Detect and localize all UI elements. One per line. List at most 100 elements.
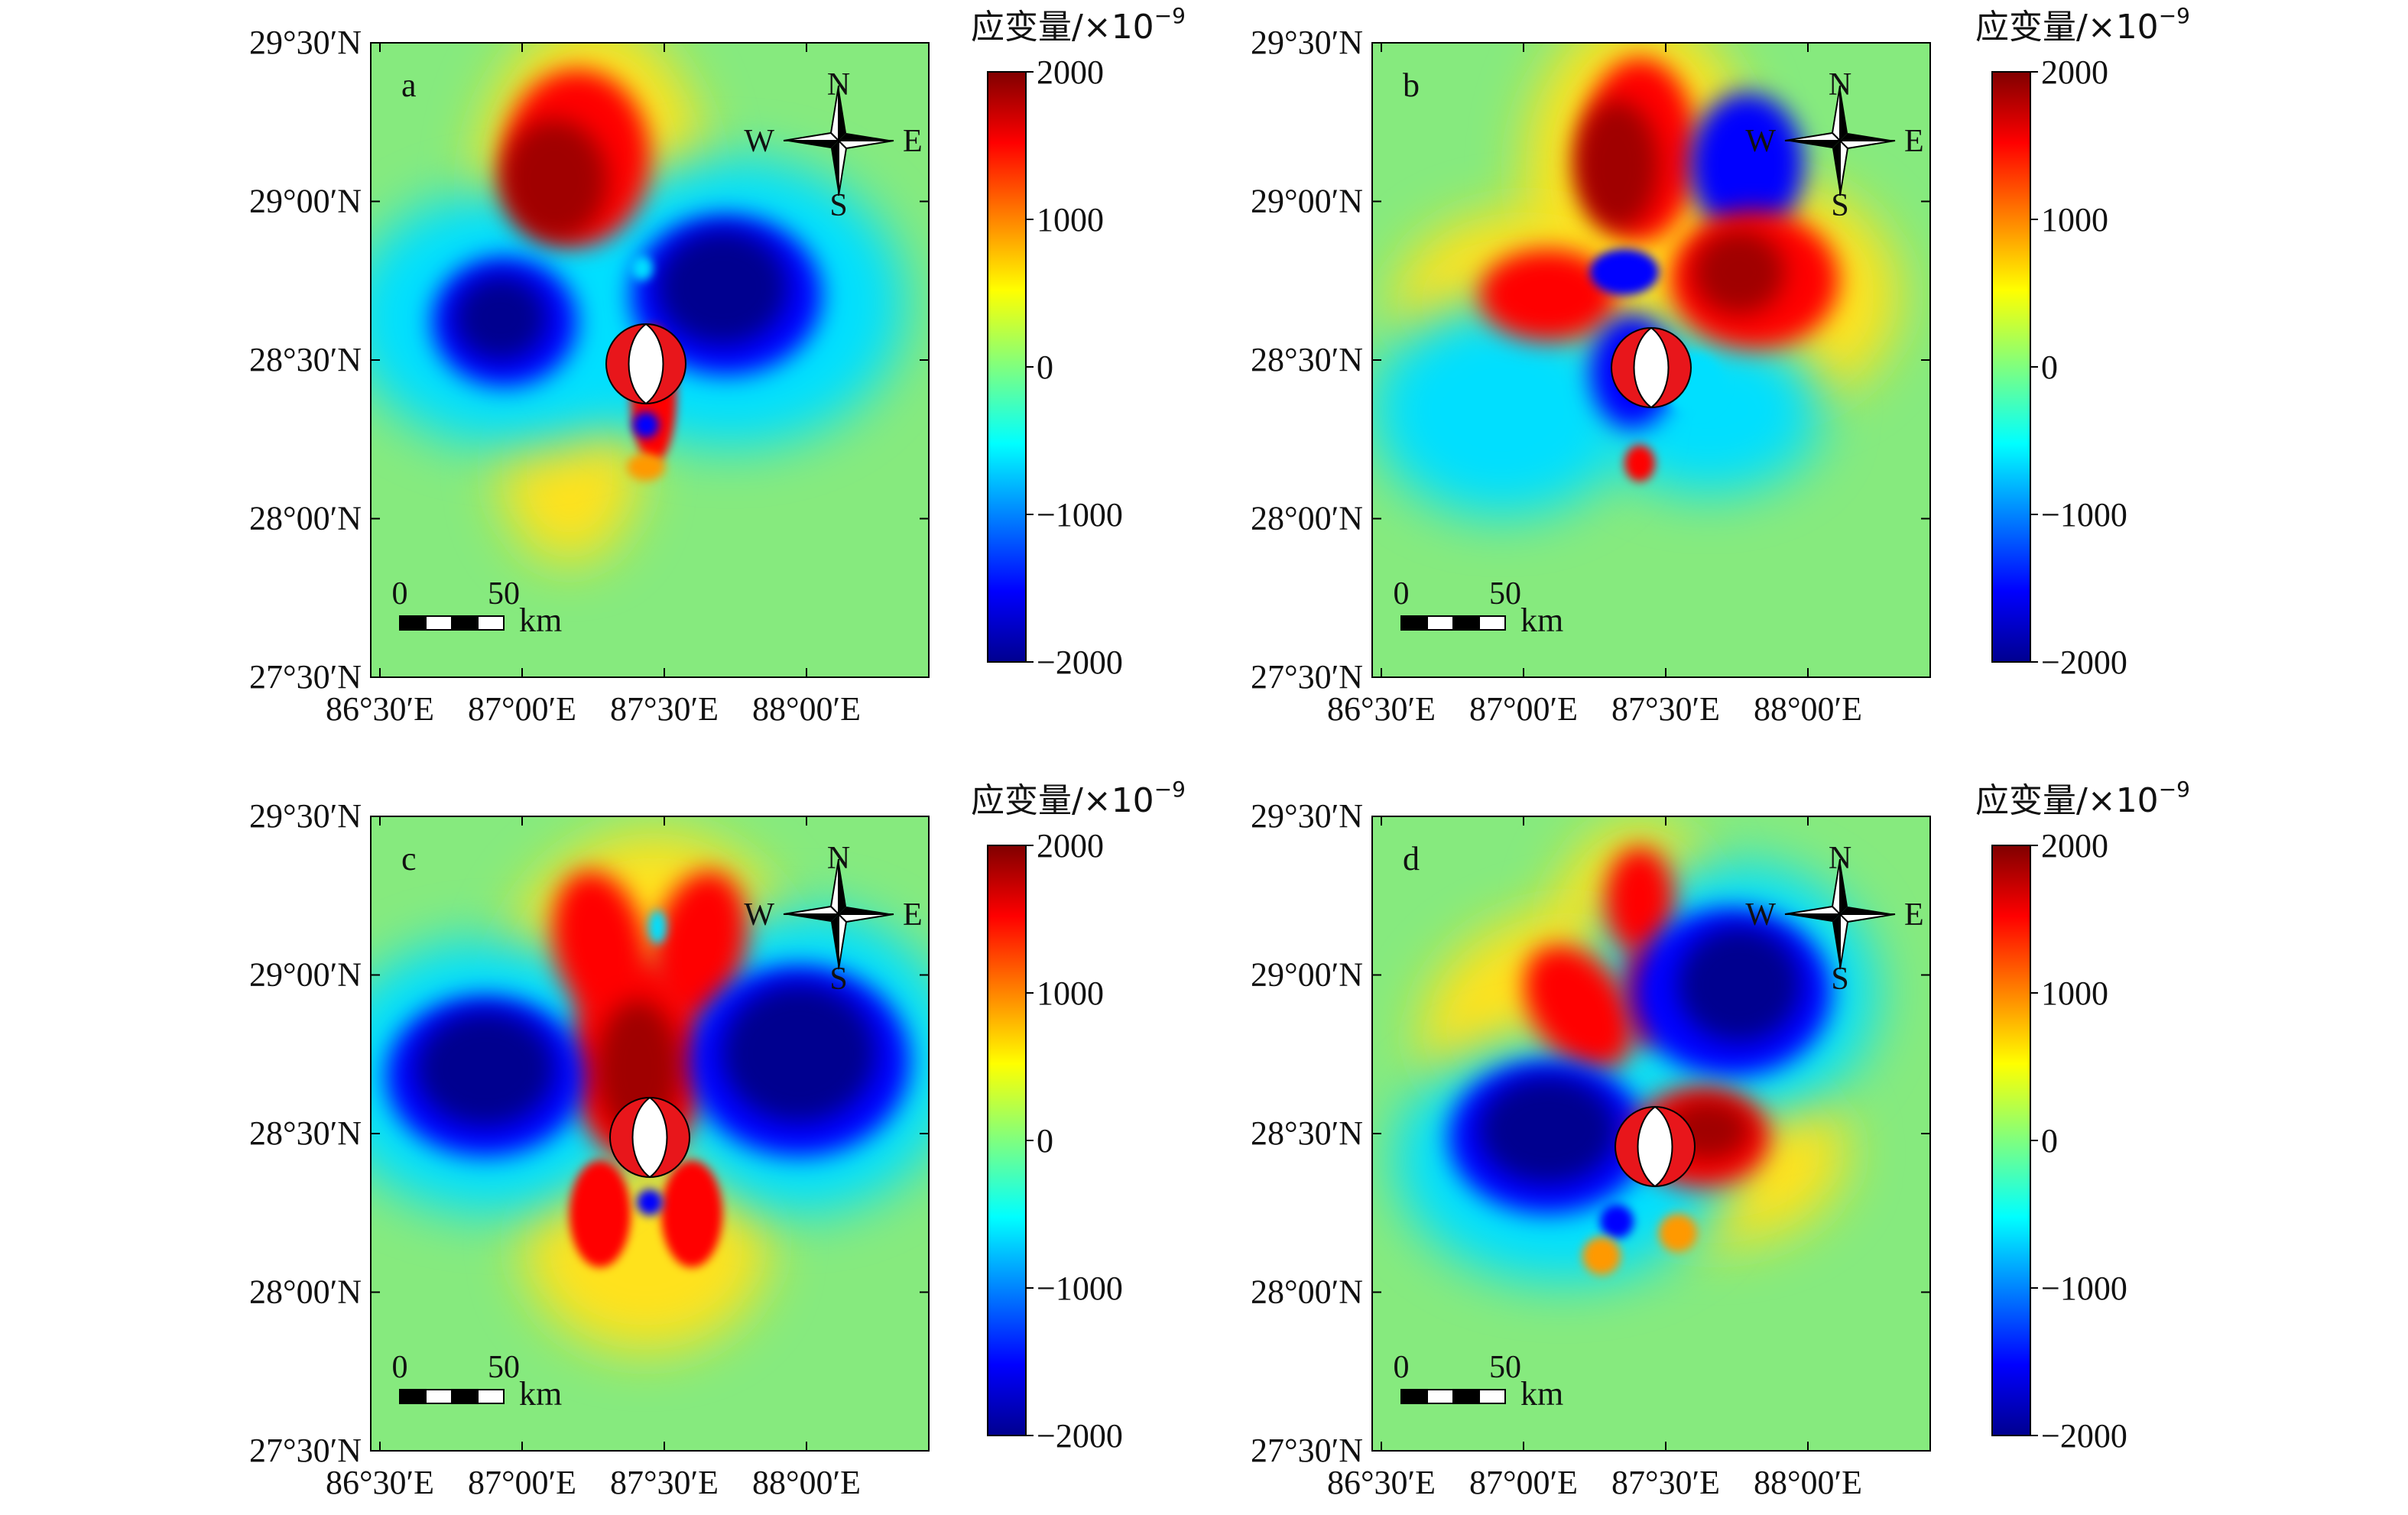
scale-unit: km: [1520, 1375, 1563, 1413]
scale-fifty: 50: [1489, 1350, 1521, 1385]
strain-lobe: [1624, 445, 1655, 482]
panel-b: 29°30′N 29°00′N 28°30′N 28°00′N 27°30′N86°30…: [1251, 24, 1931, 728]
strain-lobe: [1590, 249, 1659, 295]
focal-mechanism-beachball: [609, 1096, 690, 1179]
strain-lobe: [661, 1160, 722, 1267]
colorbar-title: 应变量/×10−9: [971, 777, 1186, 820]
scale-zero: 0: [392, 576, 408, 612]
compass-e: E: [903, 897, 923, 933]
strain-lobe: [627, 453, 665, 481]
compass-arrow: [839, 859, 846, 914]
colorbar-d: 2000 1000 0 −1000 −2000 应变量/×10−9: [1975, 777, 2190, 1455]
scale-segment: [1426, 1389, 1454, 1404]
compass-w: W: [1745, 124, 1776, 159]
lat-label: 29°30′N: [1251, 24, 1363, 61]
scale-segment: [1478, 615, 1506, 631]
beachball-dilatation: [631, 1096, 668, 1179]
colorbar-tick-label: −1000: [2041, 496, 2127, 534]
colorbar-tick-label: −2000: [2041, 1417, 2127, 1455]
lat-label: 29°00′N: [249, 956, 362, 994]
colorbar-title: 应变量/×10−9: [1975, 3, 2190, 47]
compass-arrow: [839, 133, 894, 141]
strain-lobe: [1600, 1205, 1634, 1238]
colorbar-title: 应变量/×10−9: [971, 3, 1186, 47]
colorbar-tick-label: 1000: [2041, 975, 2108, 1012]
compass-e: E: [1904, 897, 1924, 933]
lon-label: 86°30′E: [326, 1464, 434, 1501]
lat-label: 27°30′N: [249, 1432, 362, 1469]
colorbar-title: 应变量/×10−9: [1975, 777, 2190, 820]
colorbar-gradient: [987, 71, 1027, 663]
lon-label: 87°30′E: [610, 690, 719, 728]
compass-n: N: [1829, 841, 1851, 876]
panel-label: c: [401, 840, 417, 878]
lon-label: 88°00′E: [1754, 690, 1862, 728]
strain-lobe: [1678, 927, 1800, 1042]
lat-label: 28°30′N: [249, 341, 362, 378]
strain-lobe: [657, 230, 787, 345]
scale-segment: [1400, 1389, 1428, 1404]
compass-arrow: [839, 907, 894, 914]
scale-segment: [451, 1389, 479, 1404]
lon-label: 87°30′E: [1611, 1464, 1720, 1501]
colorbar-tick-label: 1000: [1037, 201, 1104, 238]
colorbar-gradient: [987, 845, 1027, 1436]
colorbar-tick-label: 2000: [1037, 827, 1104, 865]
compass-n: N: [1829, 67, 1851, 102]
compass-rose: N S E W: [744, 67, 922, 223]
colorbar-exponent: −9: [2159, 3, 2190, 28]
strain-lobe: [1575, 100, 1659, 230]
colorbar-tick-label: 0: [2041, 1122, 2058, 1160]
colorbar-tick-label: 2000: [2041, 827, 2108, 865]
compass-rose: N S E W: [1745, 841, 1923, 997]
compass-n: N: [827, 67, 850, 102]
compass-n: N: [827, 841, 850, 876]
lon-label: 87°00′E: [1469, 690, 1578, 728]
colorbar-c: 2000 1000 0 −1000 −2000 应变量/×10−9: [971, 777, 1186, 1455]
compass-s: S: [829, 962, 847, 997]
lat-label: 29°30′N: [1251, 797, 1363, 835]
compass-s: S: [829, 188, 847, 223]
lon-label: 87°30′E: [610, 1464, 719, 1501]
strain-lobe: [633, 412, 659, 438]
scale-fifty: 50: [488, 1350, 520, 1385]
colorbar-exponent: −9: [2159, 777, 2190, 802]
lat-label: 28°00′N: [1251, 500, 1363, 537]
colorbar-tick-label: −1000: [1037, 496, 1123, 534]
strain-lobe: [1524, 945, 1634, 1070]
lat-label: 28°00′N: [249, 1273, 362, 1311]
colorbar-tick-label: −1000: [2041, 1270, 2127, 1307]
compass-s: S: [1831, 962, 1848, 997]
scale-segment: [1478, 1389, 1506, 1404]
scale-segment: [425, 615, 453, 631]
scale-unit: km: [1520, 602, 1563, 639]
scale-fifty: 50: [488, 576, 520, 612]
scale-unit: km: [519, 602, 562, 639]
lat-label: 29°30′N: [249, 24, 362, 61]
compass-arrow: [784, 141, 839, 148]
compass-arrow: [1840, 859, 1848, 914]
lon-label: 88°00′E: [752, 690, 861, 728]
lon-label: 88°00′E: [1754, 1464, 1862, 1501]
focal-mechanism-beachball: [1611, 326, 1692, 409]
lat-label: 28°30′N: [1251, 1114, 1363, 1152]
colorbar-tick-label: 1000: [2041, 201, 2108, 238]
compass-arrow: [784, 914, 839, 922]
compass-s: S: [1831, 188, 1848, 223]
panel-label: d: [1403, 840, 1420, 878]
colorbar-b: 2000 1000 0 −1000 −2000 应变量/×10−9: [1975, 3, 2190, 681]
scale-zero: 0: [1394, 576, 1410, 612]
lat-label: 29°00′N: [249, 183, 362, 220]
compass-e: E: [1904, 124, 1924, 159]
compass-arrow: [831, 914, 839, 969]
scale-unit: km: [519, 1375, 562, 1413]
scale-segment: [477, 615, 505, 631]
compass-arrow: [831, 141, 839, 196]
compass-arrow: [1785, 141, 1840, 148]
lat-label: 29°00′N: [1251, 183, 1363, 220]
compass-rose: N S E W: [1745, 67, 1923, 223]
colorbar-tick-label: 2000: [1037, 54, 1104, 91]
